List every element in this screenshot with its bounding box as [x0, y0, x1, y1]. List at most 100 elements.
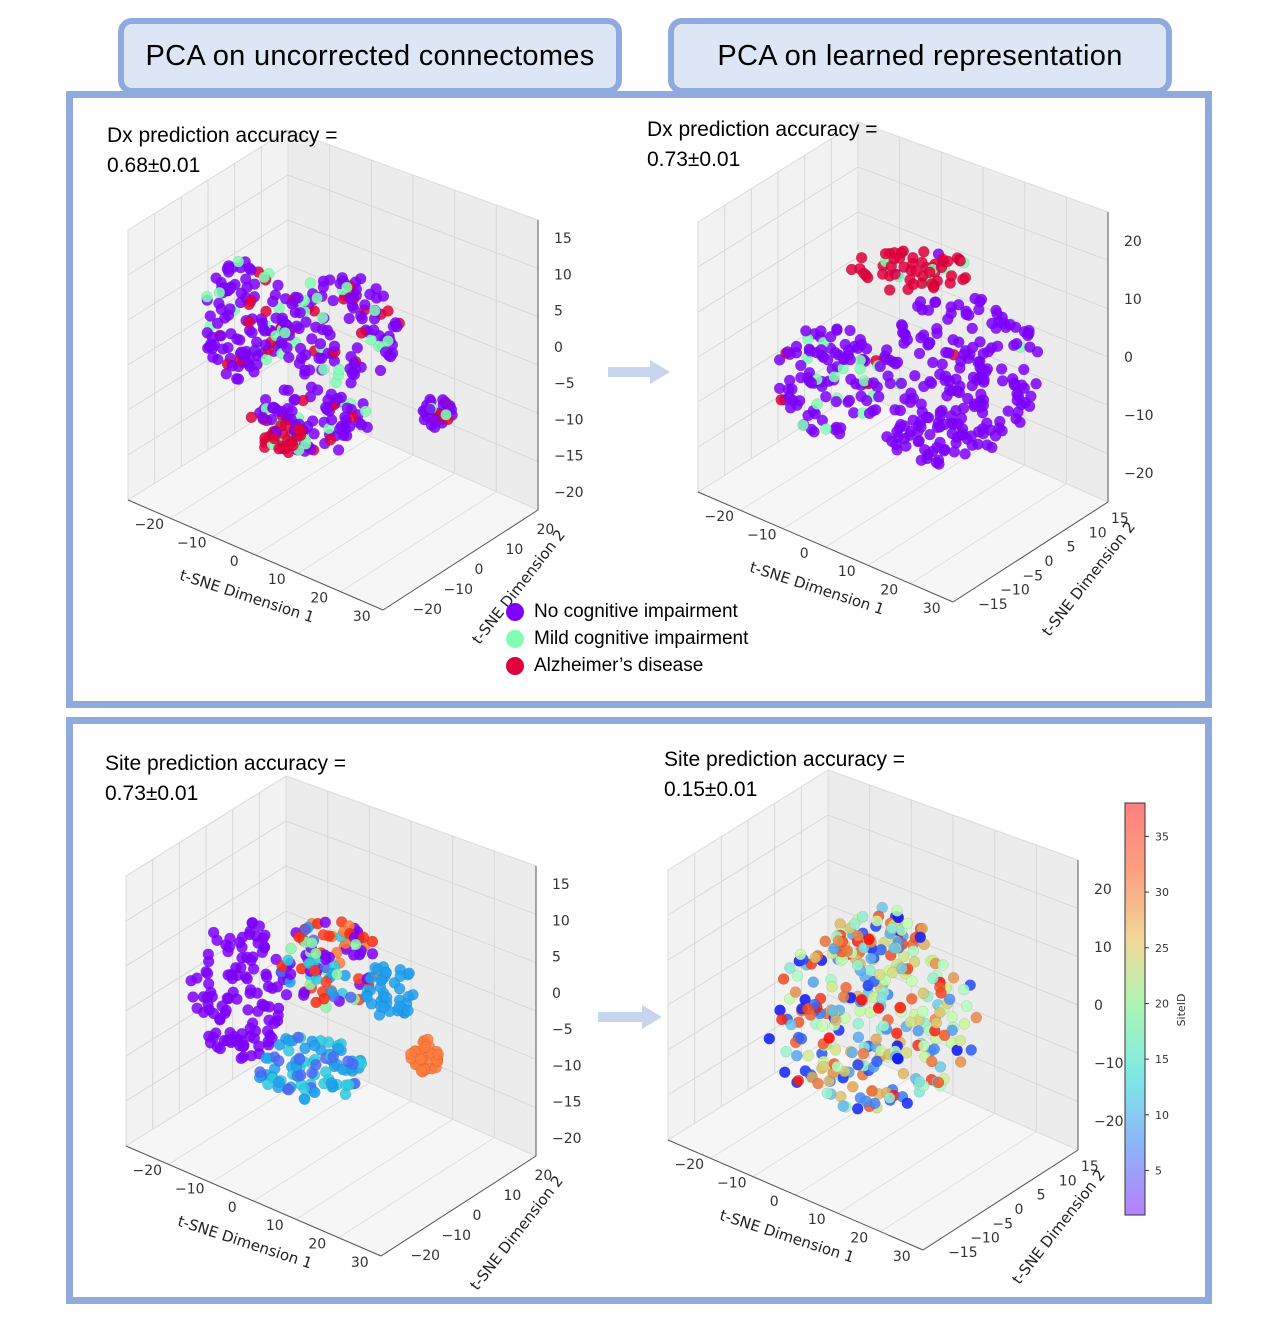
data-point — [883, 284, 896, 296]
data-point — [815, 344, 827, 356]
data-point — [233, 936, 246, 949]
data-point — [280, 988, 293, 1001]
x-axis-label: t-SNE Dimension 1 — [178, 566, 317, 626]
data-point — [876, 268, 889, 280]
site-accuracy-right-line1: Site prediction accuracy = — [664, 748, 906, 771]
data-point — [816, 1020, 829, 1032]
data-point — [894, 1001, 906, 1014]
colorbar-gradient — [1124, 802, 1146, 1216]
data-point — [350, 938, 362, 951]
dx-uncorrected-plot-grid-line — [212, 436, 372, 538]
data-point — [355, 419, 368, 431]
z-tick-label: 10 — [554, 267, 572, 283]
data-point — [432, 1048, 444, 1061]
data-point — [870, 1033, 882, 1046]
data-point — [298, 1083, 311, 1095]
data-point — [954, 1056, 967, 1068]
x-tick-label: 20 — [308, 1237, 326, 1253]
site-uncorrected-plot-x-axis — [125, 1145, 382, 1257]
z-tick-label: 5 — [552, 950, 561, 966]
data-point — [811, 398, 823, 410]
colorbar-tick-label: 10 — [1155, 1109, 1169, 1122]
data-point — [927, 356, 939, 369]
data-point — [826, 980, 838, 993]
data-point — [809, 951, 822, 964]
data-point — [308, 428, 320, 440]
data-point — [832, 935, 845, 947]
site-learned-plot-grid-line — [667, 859, 1079, 961]
data-point — [936, 358, 949, 371]
data-point — [846, 1046, 858, 1059]
data-point — [378, 1001, 390, 1013]
data-point — [379, 346, 392, 358]
z-tick-label: −5 — [552, 1022, 573, 1038]
data-point — [319, 953, 332, 966]
dx-arrow — [608, 360, 670, 384]
data-point — [254, 1066, 266, 1078]
data-point — [391, 320, 403, 333]
data-point — [965, 1044, 977, 1056]
data-point — [918, 443, 931, 456]
data-point — [946, 1024, 958, 1037]
data-point — [266, 295, 279, 308]
data-point — [246, 326, 258, 339]
data-point — [382, 335, 394, 347]
data-point — [303, 364, 316, 376]
data-point — [795, 1033, 808, 1045]
data-point — [946, 1011, 959, 1023]
data-point — [907, 945, 920, 957]
data-point — [306, 333, 318, 345]
dx-accuracy-left: Dx prediction accuracy = 0.68±0.01 — [107, 121, 338, 181]
data-point — [980, 365, 992, 378]
data-point — [872, 1002, 885, 1014]
data-point — [794, 948, 807, 961]
data-point — [285, 942, 297, 955]
data-point — [820, 390, 832, 403]
data-point — [283, 1045, 295, 1057]
data-point — [943, 993, 956, 1006]
data-point — [965, 430, 977, 442]
data-point — [954, 255, 966, 267]
data-point — [210, 272, 222, 284]
data-point — [290, 320, 303, 332]
data-point — [204, 310, 217, 322]
data-point — [336, 1063, 349, 1076]
data-point — [359, 405, 372, 418]
data-point — [364, 972, 377, 985]
data-point — [213, 286, 226, 299]
data-point — [327, 294, 339, 307]
z-tick-label: −15 — [554, 449, 584, 465]
data-point — [311, 384, 324, 396]
data-point — [801, 1003, 814, 1015]
data-point — [928, 1043, 941, 1055]
data-point — [773, 354, 786, 366]
y-tick-label: 10 — [1089, 525, 1107, 541]
data-point — [922, 411, 935, 424]
data-point — [873, 391, 885, 403]
data-point — [282, 1083, 295, 1096]
data-point — [1010, 337, 1023, 350]
data-point — [267, 401, 280, 413]
data-point — [995, 363, 1008, 375]
data-point — [916, 277, 928, 290]
colorbar-tick-label: 30 — [1155, 886, 1169, 899]
data-point — [939, 370, 952, 382]
z-tick-label: −10 — [1124, 408, 1154, 424]
z-tick-label: 10 — [1124, 292, 1142, 308]
z-tick-label: −20 — [554, 485, 584, 501]
y-tick-label: 0 — [1045, 554, 1054, 570]
data-point — [930, 456, 943, 469]
x-tick-label: −10 — [747, 528, 777, 544]
data-point — [805, 377, 818, 389]
site-uncorrected-plot-grid-line — [253, 1100, 412, 1202]
data-point — [802, 1050, 814, 1062]
z-tick-label: 0 — [1094, 998, 1103, 1014]
data-point — [852, 930, 864, 942]
data-point — [235, 1052, 247, 1065]
y-tick-label: 0 — [473, 1208, 482, 1224]
data-point — [875, 944, 887, 956]
data-point — [991, 340, 1004, 352]
data-point — [211, 317, 224, 330]
data-point — [915, 331, 927, 344]
